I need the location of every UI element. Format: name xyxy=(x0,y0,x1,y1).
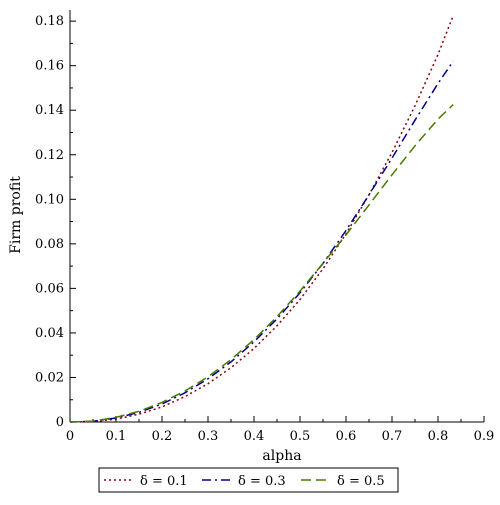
series-line-3 xyxy=(69,104,454,423)
y-axis-title: Firm profit xyxy=(8,176,24,254)
y-tick-label: 0.08 xyxy=(35,237,64,252)
series-line-1 xyxy=(69,15,454,423)
x-tick-label: 0.1 xyxy=(106,429,127,444)
x-tick-label: 0.2 xyxy=(152,429,173,444)
x-axis-title: alpha xyxy=(262,448,301,464)
y-tick-label: 0.18 xyxy=(35,14,64,29)
legend-label-3: δ = 0.5 xyxy=(337,474,385,489)
legend-items: δ = 0.1 δ = 0.3 δ = 0.5 xyxy=(104,474,385,489)
y-tick-label: 0.14 xyxy=(35,103,64,118)
y-tick-label: 0.06 xyxy=(35,281,64,296)
legend: δ = 0.1 δ = 0.3 δ = 0.5 xyxy=(98,467,399,493)
x-tick-label: 0.4 xyxy=(244,429,265,444)
y-tick-label: 0.10 xyxy=(35,192,64,207)
series-layer xyxy=(69,15,454,423)
x-tick-label: 0.6 xyxy=(336,429,357,444)
x-tick-label: 0.5 xyxy=(290,429,311,444)
legend-box xyxy=(98,467,399,493)
x-tick-label: 0.9 xyxy=(474,429,495,444)
series-line-2 xyxy=(69,60,454,423)
legend-label-1: δ = 0.1 xyxy=(140,474,188,489)
y-tick-label: 0.04 xyxy=(35,326,64,341)
axes-layer: 0 0.1 0.2 0.3 0.4 0.5 0.6 0.7 0.8 0.9 0 0.02 0.04 0.0… xyxy=(35,10,494,444)
x-tick-label: 0 xyxy=(66,429,74,444)
x-tick-label: 0.3 xyxy=(198,429,219,444)
x-tick-label: 0.7 xyxy=(382,429,403,444)
y-tick-label: 0 xyxy=(56,415,64,430)
y-tick-label: 0.02 xyxy=(35,370,64,385)
x-tick-label: 0.8 xyxy=(428,429,449,444)
legend-label-2: δ = 0.3 xyxy=(238,474,286,489)
y-tick-label: 0.16 xyxy=(35,59,64,74)
y-tick-label: 0.12 xyxy=(35,148,64,163)
